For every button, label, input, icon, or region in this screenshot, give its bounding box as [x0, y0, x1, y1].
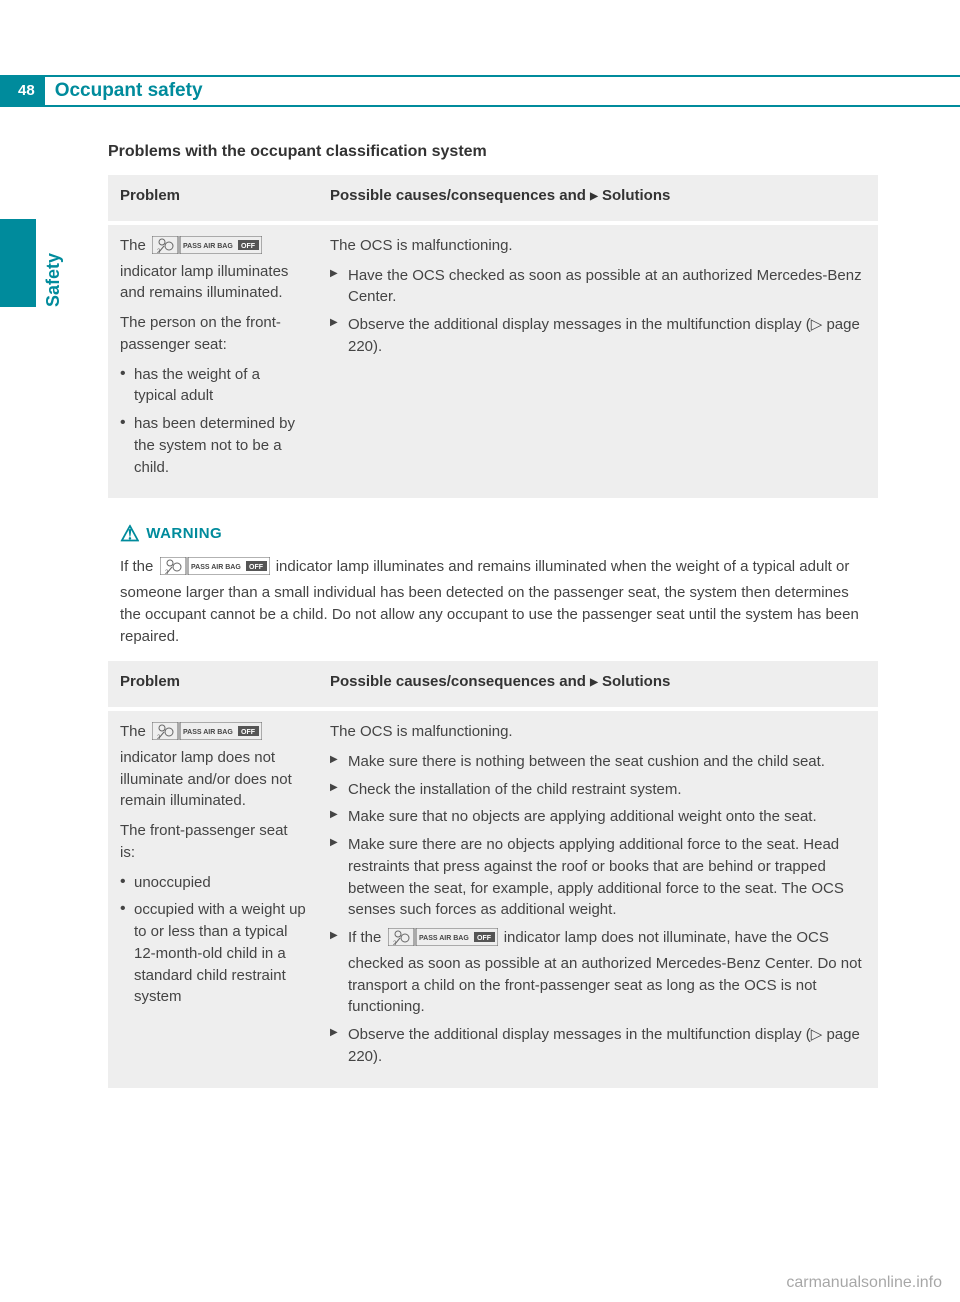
t2-solution-list: Make sure there is nothing between the s…	[330, 751, 866, 1068]
table1-head-problem: Problem	[108, 175, 318, 223]
list-item: Make sure there are no objects applying …	[330, 834, 866, 921]
svg-text:PASS AIR BAG: PASS AIR BAG	[419, 935, 469, 942]
t2-sol-icon-before: If the	[348, 929, 386, 946]
warning-text: If the 2PASS AIR BAGOFF indicator lamp i…	[120, 556, 866, 647]
svg-text:PASS AIR BAG: PASS AIR BAG	[191, 564, 241, 571]
list-item: has been determined by the system not to…	[120, 413, 306, 478]
page-content: Problems with the occupant classificatio…	[108, 140, 878, 1088]
page-number: 48	[0, 77, 45, 105]
arrow-icon: ▶	[590, 677, 598, 688]
warning-label: WARNING	[146, 525, 222, 542]
list-item: Observe the additional display messages …	[330, 1024, 866, 1068]
problems-table-2: Problem Possible causes/consequences and…	[108, 661, 878, 1087]
warn-before: If the	[120, 558, 158, 575]
t1-head-sol-pre: Possible causes/consequences and	[330, 187, 590, 204]
table1-solution-cell: The OCS is malfunctioning. Have the OCS …	[318, 223, 878, 499]
table2-solution-cell: The OCS is malfunctioning. Make sure the…	[318, 709, 878, 1088]
header-title: Occupant safety	[55, 77, 203, 105]
list-item: Check the installation of the child rest…	[330, 779, 866, 801]
t2-head-sol-suf: Solutions	[598, 673, 671, 690]
t2-solution-intro: The OCS is malfunctioning.	[330, 721, 866, 743]
table1-head-solutions: Possible causes/consequences and ▶ Solut…	[318, 175, 878, 223]
table2-head-problem: Problem	[108, 661, 318, 709]
svg-text:OFF: OFF	[477, 935, 492, 942]
passenger-airbag-off-icon: 2PASS AIR BAGOFF	[388, 928, 498, 953]
header-bar: 48 Occupant safety	[0, 75, 960, 107]
warning-block: ⚠WARNING If the 2PASS AIR BAGOFF indicat…	[108, 498, 878, 661]
passenger-airbag-off-icon: 2PASS AIR BAGOFF	[152, 236, 262, 261]
list-item: has the weight of a typical adult	[120, 364, 306, 408]
svg-text:PASS AIR BAG: PASS AIR BAG	[183, 243, 233, 250]
t1-problem-bullets: has the weight of a typical adult has be…	[120, 364, 306, 479]
list-item: Observe the additional display messages …	[330, 314, 866, 358]
t1-head-sol-suf: Solutions	[598, 187, 671, 204]
svg-text:OFF: OFF	[249, 564, 264, 571]
t1-problem-before: The	[120, 237, 150, 254]
svg-text:OFF: OFF	[241, 729, 256, 736]
list-item: If the 2PASS AIR BAGOFF indicator lamp d…	[330, 927, 866, 1018]
t1-solution-list: Have the OCS checked as soon as possible…	[330, 265, 866, 358]
t1-solution-intro: The OCS is malfunctioning.	[330, 235, 866, 257]
warning-heading: ⚠ WARNING	[120, 518, 866, 550]
t2-problem-before: The	[120, 723, 150, 740]
svg-text:PASS AIR BAG: PASS AIR BAG	[183, 729, 233, 736]
list-item: Have the OCS checked as soon as possible…	[330, 265, 866, 309]
side-tab-label: Safety	[40, 253, 66, 307]
t1-problem-para2: The person on the front-passenger seat:	[120, 312, 306, 356]
passenger-airbag-off-icon: 2PASS AIR BAGOFF	[160, 557, 270, 582]
list-item: Make sure that no objects are applying a…	[330, 806, 866, 828]
problems-table-1: Problem Possible causes/consequences and…	[108, 175, 878, 498]
t2-head-sol-pre: Possible causes/consequences and	[330, 673, 590, 690]
watermark: carmanualsonline.info	[786, 1271, 942, 1294]
list-item: unoccupied	[120, 872, 306, 894]
list-item: occupied with a weight up to or less tha…	[120, 899, 306, 1008]
side-tab	[0, 219, 36, 307]
svg-text:OFF: OFF	[241, 243, 256, 250]
t2-problem-bullets: unoccupied occupied with a weight up to …	[120, 872, 306, 1009]
arrow-icon: ▶	[590, 191, 598, 202]
t1-problem-after: indicator lamp illuminates and remains i…	[120, 263, 288, 302]
section-title: Problems with the occupant classificatio…	[108, 140, 878, 163]
table1-problem-cell: The 2PASS AIR BAGOFF indicator lamp illu…	[108, 223, 318, 499]
table2-head-solutions: Possible causes/consequences and ▶ Solut…	[318, 661, 878, 709]
table2-problem-cell: The 2PASS AIR BAGOFF indicator lamp does…	[108, 709, 318, 1088]
warning-triangle-icon: ⚠	[120, 518, 140, 550]
t2-problem-para2: The front-passenger seat is:	[120, 820, 306, 864]
list-item: Make sure there is nothing between the s…	[330, 751, 866, 773]
t2-problem-after: indicator lamp does not illuminate and/o…	[120, 749, 292, 810]
passenger-airbag-off-icon: 2PASS AIR BAGOFF	[152, 722, 262, 747]
